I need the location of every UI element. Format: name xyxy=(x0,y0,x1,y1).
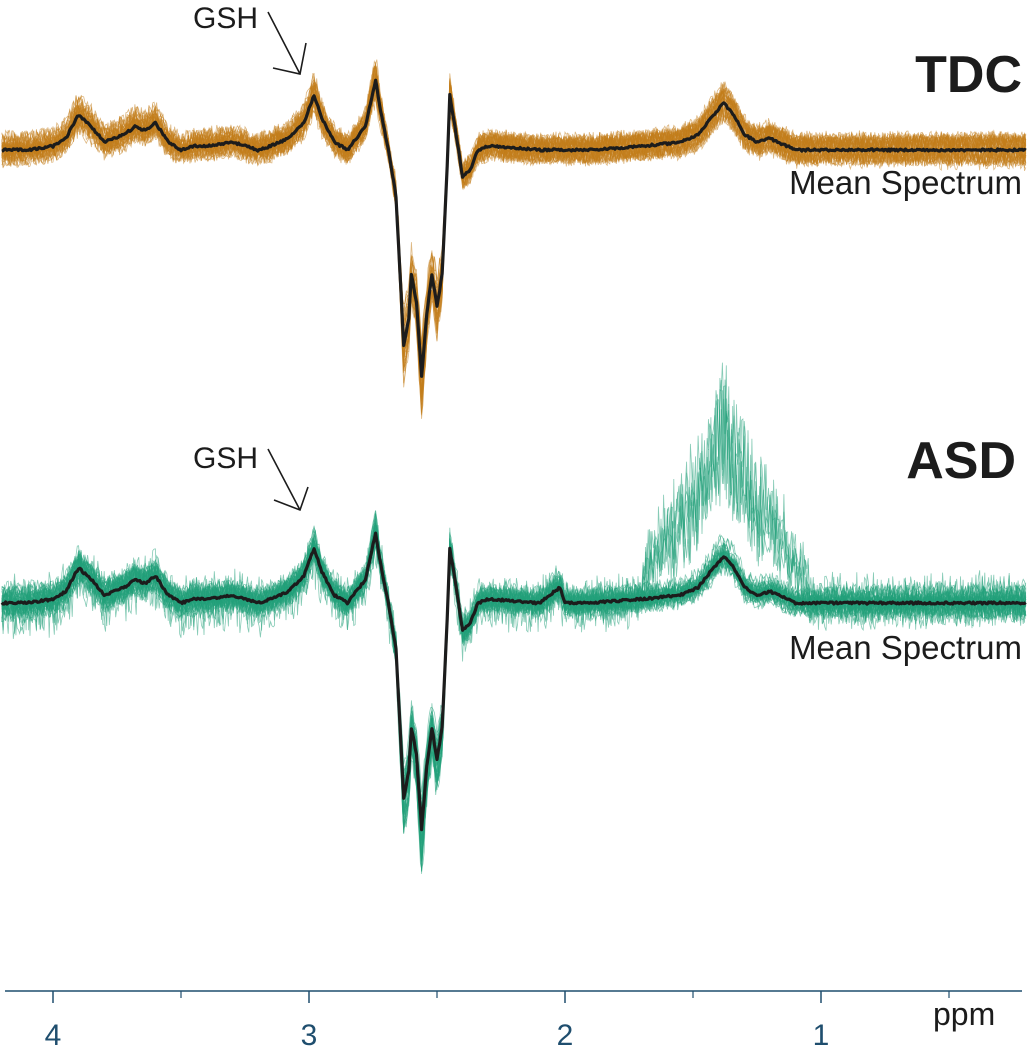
x-axis: 4 3 2 1 ppm xyxy=(5,990,1022,1052)
x-tick-label: 4 xyxy=(45,1019,62,1052)
tdc-panel: TDC Mean Spectrum GSH xyxy=(1,2,1027,419)
asd-mean-spectrum-line xyxy=(0,531,1027,832)
tdc-group-label: TDC xyxy=(915,46,1022,104)
asd-individual-spectra xyxy=(1,362,1027,874)
asd-gsh-arrow xyxy=(267,448,309,512)
x-tick-label: 1 xyxy=(813,1019,830,1052)
x-tick-label: 3 xyxy=(301,1019,318,1052)
asd-gsh-label: GSH xyxy=(193,442,258,475)
asd-panel: ASD Mean Spectrum GSH xyxy=(0,362,1027,874)
tdc-gsh-label: GSH xyxy=(193,2,258,35)
asd-group-label: ASD xyxy=(906,432,1016,490)
tdc-individual-spectrum xyxy=(1,72,1027,361)
tdc-individual-spectrum xyxy=(1,94,1027,354)
tdc-individual-spectrum xyxy=(1,80,1027,345)
x-axis-unit-label: ppm xyxy=(933,996,995,1032)
tdc-mean-spectrum-line xyxy=(1,78,1027,378)
asd-mean-spectrum-label: Mean Spectrum xyxy=(789,629,1022,666)
tdc-individual-spectrum xyxy=(1,64,1027,395)
tdc-individual-spectrum xyxy=(1,87,1027,381)
asd-individual-spectrum xyxy=(1,518,1027,863)
x-tick-label: 2 xyxy=(557,1019,574,1052)
tdc-individual-spectra xyxy=(1,59,1027,419)
tdc-mean-spectrum-label: Mean Spectrum xyxy=(789,164,1022,201)
tdc-gsh-arrow xyxy=(267,11,307,75)
